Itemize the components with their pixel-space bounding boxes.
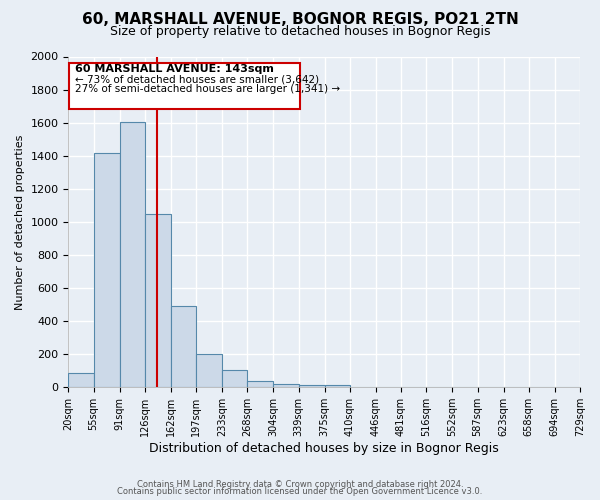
Y-axis label: Number of detached properties: Number of detached properties	[15, 134, 25, 310]
Text: ← 73% of detached houses are smaller (3,642): ← 73% of detached houses are smaller (3,…	[75, 74, 319, 85]
Text: 60, MARSHALL AVENUE, BOGNOR REGIS, PO21 2TN: 60, MARSHALL AVENUE, BOGNOR REGIS, PO21 …	[82, 12, 518, 28]
Text: 60 MARSHALL AVENUE: 143sqm: 60 MARSHALL AVENUE: 143sqm	[75, 64, 274, 74]
Bar	[274, 384, 299, 387]
Bar	[94, 153, 119, 387]
Bar	[299, 384, 325, 387]
FancyBboxPatch shape	[69, 63, 300, 110]
Bar	[222, 370, 247, 387]
Text: 27% of semi-detached houses are larger (1,341) →: 27% of semi-detached houses are larger (…	[75, 84, 340, 94]
X-axis label: Distribution of detached houses by size in Bognor Regis: Distribution of detached houses by size …	[149, 442, 499, 455]
Text: Contains public sector information licensed under the Open Government Licence v3: Contains public sector information licen…	[118, 488, 482, 496]
Bar	[145, 214, 171, 387]
Bar	[325, 384, 350, 387]
Bar	[68, 373, 94, 387]
Text: Contains HM Land Registry data © Crown copyright and database right 2024.: Contains HM Land Registry data © Crown c…	[137, 480, 463, 489]
Text: Size of property relative to detached houses in Bognor Regis: Size of property relative to detached ho…	[110, 25, 490, 38]
Bar	[196, 354, 222, 387]
Bar	[171, 306, 196, 387]
Bar	[119, 122, 145, 387]
Bar	[247, 380, 274, 387]
